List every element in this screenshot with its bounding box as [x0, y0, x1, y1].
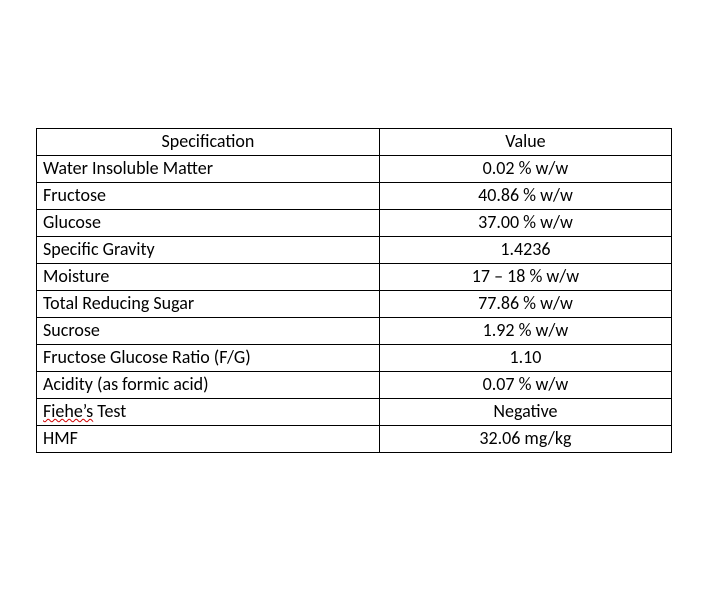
- table-row: Glucose 37.00 % w/w: [37, 210, 672, 237]
- spec-cell: Fructose: [37, 183, 380, 210]
- table-row: Moisture 17 – 18 % w/w: [37, 264, 672, 291]
- col-header-value: Value: [379, 129, 671, 156]
- spec-cell: Water Insoluble Matter: [37, 156, 380, 183]
- spec-cell: Acidity (as formic acid): [37, 372, 380, 399]
- spec-cell-remainder: Test: [93, 400, 126, 422]
- table-row: Total Reducing Sugar 77.86 % w/w: [37, 291, 672, 318]
- table-row: Sucrose 1.92 % w/w: [37, 318, 672, 345]
- value-cell: 0.02 % w/w: [379, 156, 671, 183]
- value-cell: 40.86 % w/w: [379, 183, 671, 210]
- value-cell: 1.92 % w/w: [379, 318, 671, 345]
- value-cell: 32.06 mg/kg: [379, 426, 671, 453]
- table-row: Fructose 40.86 % w/w: [37, 183, 672, 210]
- spec-cell: Fructose Glucose Ratio (F/G): [37, 345, 380, 372]
- spec-cell-fiehe: Fiehe’s Test: [37, 399, 380, 426]
- value-cell: 37.00 % w/w: [379, 210, 671, 237]
- table-row: Fructose Glucose Ratio (F/G) 1.10: [37, 345, 672, 372]
- table-header-row: Specification Value: [37, 129, 672, 156]
- value-cell: 1.4236: [379, 237, 671, 264]
- spec-cell: HMF: [37, 426, 380, 453]
- table-row: HMF 32.06 mg/kg: [37, 426, 672, 453]
- spec-cell: Sucrose: [37, 318, 380, 345]
- spellcheck-word: Fiehe’s: [43, 400, 93, 422]
- spec-cell: Specific Gravity: [37, 237, 380, 264]
- table-row: Specific Gravity 1.4236: [37, 237, 672, 264]
- value-cell: Negative: [379, 399, 671, 426]
- value-cell: 0.07 % w/w: [379, 372, 671, 399]
- value-cell: 17 – 18 % w/w: [379, 264, 671, 291]
- spec-cell: Total Reducing Sugar: [37, 291, 380, 318]
- spec-cell: Moisture: [37, 264, 380, 291]
- spec-cell: Glucose: [37, 210, 380, 237]
- table-row: Water Insoluble Matter 0.02 % w/w: [37, 156, 672, 183]
- table-row: Acidity (as formic acid) 0.07 % w/w: [37, 372, 672, 399]
- spec-table-container: Specification Value Water Insoluble Matt…: [36, 128, 672, 453]
- col-header-specification: Specification: [37, 129, 380, 156]
- value-cell: 1.10: [379, 345, 671, 372]
- value-cell: 77.86 % w/w: [379, 291, 671, 318]
- spec-table: Specification Value Water Insoluble Matt…: [36, 128, 672, 453]
- table-row: Fiehe’s Test Negative: [37, 399, 672, 426]
